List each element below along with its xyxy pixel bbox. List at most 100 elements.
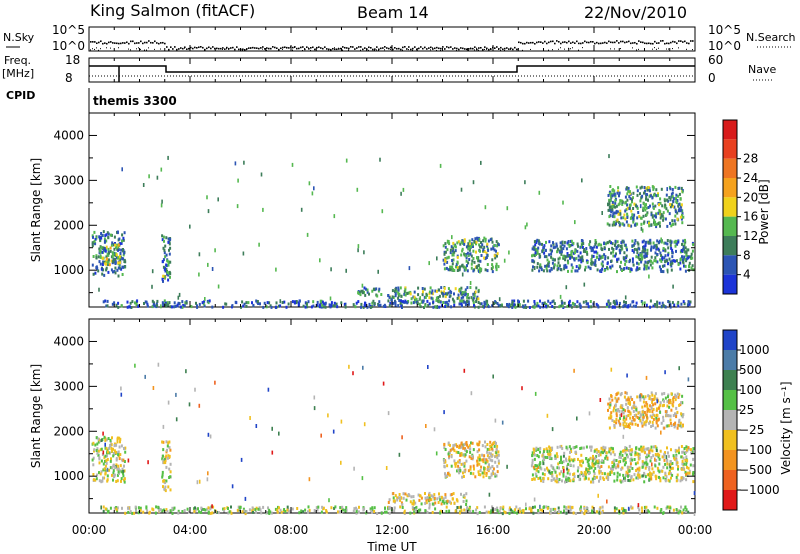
data-cell (480, 160, 482, 165)
data-cell (625, 473, 628, 477)
nsky-point (496, 46, 498, 48)
data-cell (579, 463, 582, 467)
data-cell (566, 254, 569, 257)
data-cell (452, 249, 454, 253)
data-cell (613, 220, 616, 224)
data-cell (97, 449, 100, 453)
data-cell (356, 187, 359, 192)
data-cell (652, 241, 655, 245)
data-cell (631, 467, 634, 470)
data-cell (188, 402, 191, 407)
data-cell (493, 244, 496, 247)
data-cell (650, 213, 653, 217)
data-cell (647, 454, 650, 458)
data-cell (569, 463, 572, 467)
data-cell (483, 250, 486, 253)
data-cell (561, 304, 564, 308)
data-cell (553, 302, 556, 306)
data-cell (681, 213, 683, 217)
data-cell (560, 455, 562, 459)
data-cell (460, 253, 463, 257)
data-cell (651, 202, 654, 206)
data-cell (118, 263, 121, 266)
data-cell (459, 453, 462, 457)
data-cell (486, 253, 489, 257)
data-cell (674, 239, 677, 243)
data-cell (424, 509, 427, 513)
data-cell (251, 506, 254, 510)
nsky-point (612, 41, 614, 44)
data-cell (478, 462, 481, 466)
data-cell (135, 509, 137, 513)
data-cell (456, 261, 459, 265)
nsky-point (592, 41, 594, 43)
data-cell (609, 473, 612, 476)
nsky-point (644, 42, 646, 45)
data-cell (131, 511, 134, 515)
data-cell (626, 373, 628, 378)
data-cell (537, 509, 540, 512)
data-cell (473, 292, 476, 296)
nsky-point (420, 46, 422, 48)
data-cell (112, 471, 115, 475)
nsearch-point (98, 49, 99, 51)
data-cell (534, 505, 536, 509)
data-cell (628, 423, 630, 427)
data-cell (672, 199, 675, 203)
data-cell (463, 493, 466, 497)
data-cell (608, 416, 611, 420)
data-cell (358, 505, 360, 509)
data-cell (663, 453, 666, 457)
data-cell (681, 211, 684, 215)
nsky-point (342, 46, 344, 48)
nsky-point (136, 42, 138, 44)
nsky-point (122, 42, 124, 44)
data-cell (252, 510, 254, 514)
data-cell (624, 217, 627, 221)
data-cell (650, 445, 653, 449)
data-cell (111, 436, 113, 440)
data-cell (609, 265, 612, 269)
data-cell (107, 261, 110, 265)
data-cell (518, 303, 521, 307)
data-cell (470, 262, 473, 266)
data-cell (201, 301, 204, 305)
data-cell (675, 412, 678, 416)
nsky-point (510, 47, 512, 50)
data-cell (117, 261, 120, 265)
data-cell (464, 292, 467, 296)
data-cell (555, 452, 558, 456)
data-cell (641, 240, 644, 244)
nsky-point (182, 47, 184, 50)
data-cell (566, 304, 569, 308)
data-cell (115, 480, 118, 483)
data-cell (543, 448, 546, 452)
data-cell (669, 305, 672, 309)
data-cell (297, 303, 300, 307)
data-cell (633, 418, 636, 422)
data-cell (393, 499, 396, 503)
data-cell (412, 301, 415, 305)
data-cell (492, 467, 495, 471)
nsky-point (654, 40, 656, 43)
data-cell (652, 304, 655, 308)
colorbar-swatch (723, 430, 737, 450)
data-cell (469, 471, 472, 475)
data-cell (463, 453, 466, 457)
data-cell (467, 296, 470, 300)
data-cell (669, 221, 671, 225)
data-cell (306, 305, 309, 309)
data-cell (570, 239, 573, 243)
data-cell (579, 306, 582, 309)
data-cell (624, 195, 627, 199)
data-cell (536, 464, 539, 468)
data-cell (641, 257, 643, 261)
data-cell (634, 451, 637, 455)
data-cell (568, 455, 571, 459)
data-cell (630, 453, 633, 457)
data-cell (534, 243, 537, 247)
x-tick-label: 16:00 (476, 523, 511, 537)
nsky-point (630, 42, 632, 45)
data-cell (104, 454, 107, 458)
data-cell (198, 479, 201, 484)
